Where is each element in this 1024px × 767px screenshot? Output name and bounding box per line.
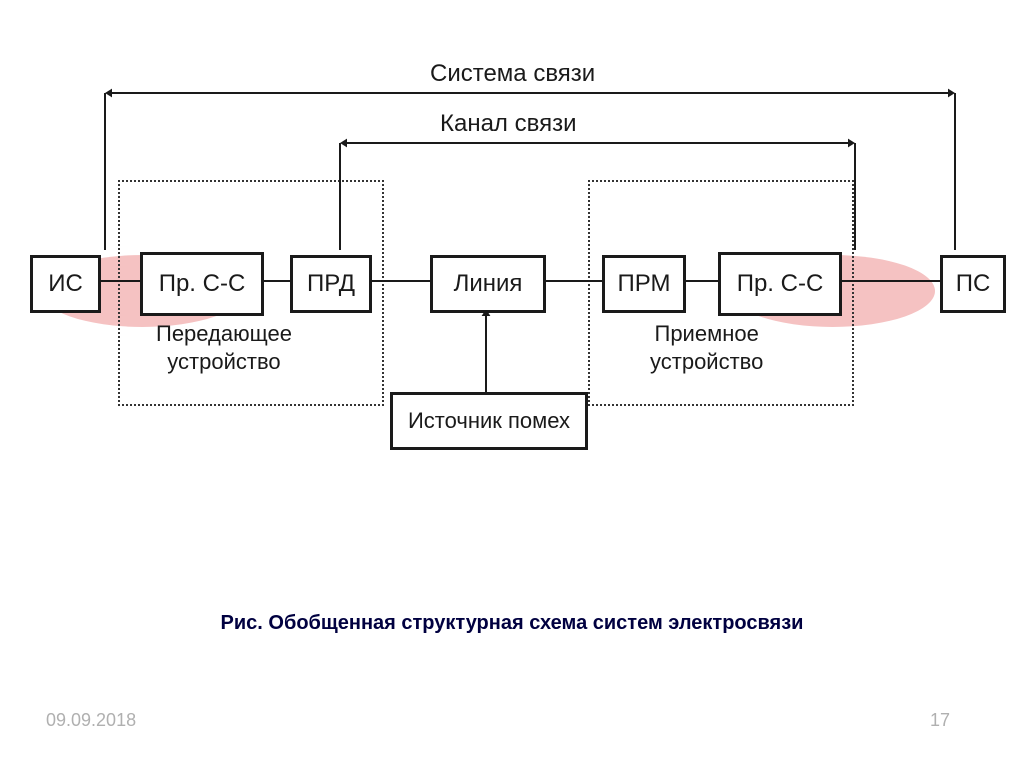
bracket-system-label: Система связи xyxy=(430,60,595,88)
box-pr-ss2-label: Пр. С-С xyxy=(737,270,824,298)
diagram-canvas: Система связи Канал связи ИС Пр. С-С ПРД… xyxy=(0,0,1024,767)
box-pr-ss2: Пр. С-С xyxy=(718,252,842,316)
box-ps: ПС xyxy=(940,255,1006,313)
box-line-label: Линия xyxy=(454,270,523,298)
box-pr-ss1-label: Пр. С-С xyxy=(159,270,246,298)
group-tx-label: Передающееустройство xyxy=(156,320,292,375)
footer-date: 09.09.2018 xyxy=(46,710,136,731)
box-is-label: ИС xyxy=(48,270,83,298)
box-prm-label: ПРМ xyxy=(618,270,671,298)
footer-page: 17 xyxy=(930,710,950,731)
group-rx-label: Приемноеустройство xyxy=(650,320,763,375)
box-line: Линия xyxy=(430,255,546,313)
figure-caption: Рис. Обобщенная структурная схема систем… xyxy=(0,612,1024,635)
box-noise: Источник помех xyxy=(390,392,588,450)
box-prd: ПРД xyxy=(290,255,372,313)
box-ps-label: ПС xyxy=(956,270,991,298)
box-prd-label: ПРД xyxy=(307,270,355,298)
box-pr-ss1: Пр. С-С xyxy=(140,252,264,316)
box-is: ИС xyxy=(30,255,101,313)
bracket-channel-label: Канал связи xyxy=(440,110,577,138)
box-noise-label: Источник помех xyxy=(408,408,570,434)
box-prm: ПРМ xyxy=(602,255,686,313)
